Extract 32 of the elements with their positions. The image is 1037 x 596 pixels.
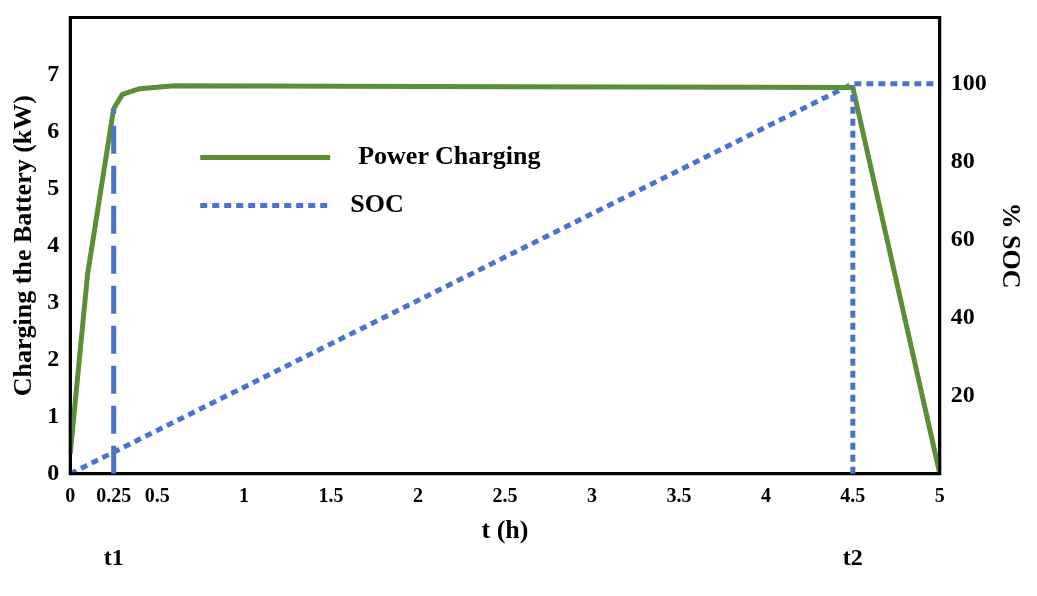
y-tick-label: 5 [47,173,60,200]
x-tick-label: 0.5 [144,483,170,506]
y-axis-title: Charging the Battery (kW) [8,95,38,397]
y2-tick-label: 100 [950,68,987,95]
ref-line-label: t1 [103,544,124,570]
legend-label: Power Charging [358,141,541,171]
y-tick-label: 7 [47,59,60,86]
x-tick-label: 3.5 [666,483,692,506]
x-tick-label: 2 [413,483,424,506]
x-tick-label: 1.5 [318,483,344,506]
y-tick-label: 6 [47,116,60,143]
x-tick-label: 4 [760,483,771,506]
y2-tick-label: 60 [950,224,975,251]
y2-tick-label: 80 [950,146,975,173]
y2-axis-title: % SOC [996,202,1026,289]
y-tick-label: 4 [47,230,60,257]
x-tick-label: 5 [934,483,945,506]
legend-label: SOC [350,189,404,219]
y-tick-label: 1 [47,401,60,428]
x-tick-label: 2.5 [492,483,518,506]
y2-tick-label: 20 [950,380,975,407]
x-tick-label: 0.25 [96,483,132,506]
y-tick-label: 0 [47,459,60,485]
y2-tick-label: 40 [950,302,975,329]
y-tick-label: 3 [47,287,60,314]
x-tick-label: 1 [239,483,250,506]
y-tick-label: 2 [47,344,60,371]
x-tick-label: 0 [65,483,76,506]
x-tick-label: 3 [586,483,597,506]
x-axis-title: t (h) [481,515,529,545]
ref-line-label: t2 [842,544,863,570]
x-tick-label: 4.5 [840,483,866,506]
